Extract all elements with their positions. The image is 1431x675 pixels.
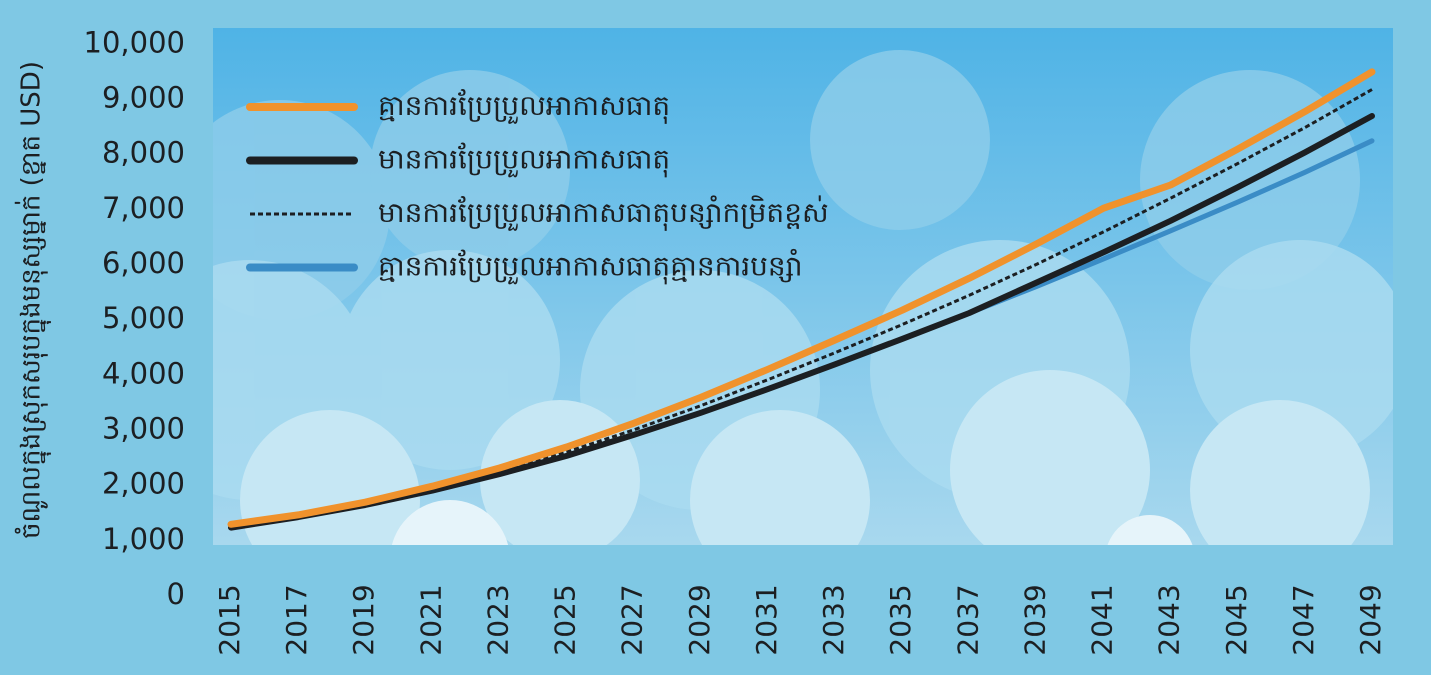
legend-label: គ្មានការប្រែប្រួលអាកាសធាតុ: [378, 89, 670, 124]
y-tick-label: 6,000: [102, 246, 185, 280]
legend-label: មានការប្រែប្រួលអាកាសធាតុបន្សាំកម្រិតខ្ពស…: [378, 195, 829, 231]
y-tick-label: 7,000: [102, 191, 185, 225]
y-tick-label: 1,000: [102, 522, 185, 556]
x-tick-label: 2037: [951, 584, 984, 655]
y-tick-label: 8,000: [102, 136, 185, 170]
x-tick-label: 2017: [280, 584, 313, 655]
x-tick-label: 2045: [1220, 584, 1253, 655]
x-tick-label: 2025: [549, 584, 582, 655]
x-tick-label: 2047: [1287, 584, 1320, 655]
x-tick-label: 2043: [1153, 584, 1186, 655]
y-tick-label: 5,000: [102, 301, 185, 335]
y-axis-label: ចំណូលក្នុងស្រុកសរុបក្នុងមនុស្សម្នាក់ (ខ្…: [15, 61, 52, 539]
x-tick-label: 2023: [481, 584, 514, 655]
x-tick-label: 2019: [347, 584, 380, 655]
x-tick-label: 2033: [817, 584, 850, 655]
plot-area: [130, 28, 1410, 620]
x-tick-label: 2015: [213, 584, 246, 655]
x-tick-label: 2031: [750, 584, 783, 655]
y-tick-label: 10,000: [84, 25, 185, 59]
x-tick-label: 2039: [1018, 584, 1051, 655]
x-tick-label: 2021: [414, 584, 447, 655]
legend-label: គ្មានការប្រែប្រួលអាកាសធាតុគ្មានការបន្សាំ: [378, 249, 803, 285]
x-tick-label: 2041: [1086, 584, 1119, 655]
y-tick-label: 3,000: [102, 411, 185, 445]
y-tick-label: 0: [167, 577, 185, 611]
y-tick-label: 2,000: [102, 467, 185, 501]
legend-label: មានការប្រែប្រួលអាកាសធាតុ: [378, 143, 670, 178]
x-tick-label: 2035: [884, 584, 917, 655]
x-tick-label: 2029: [683, 584, 716, 655]
y-tick-label: 9,000: [102, 80, 185, 114]
chart: ចំណូលក្នុងស្រុកសរុបក្នុងមនុស្សម្នាក់ (ខ្…: [0, 0, 1431, 675]
y-tick-label: 4,000: [102, 356, 185, 390]
x-tick-label: 2049: [1354, 584, 1387, 655]
x-tick-label: 2027: [616, 584, 649, 655]
